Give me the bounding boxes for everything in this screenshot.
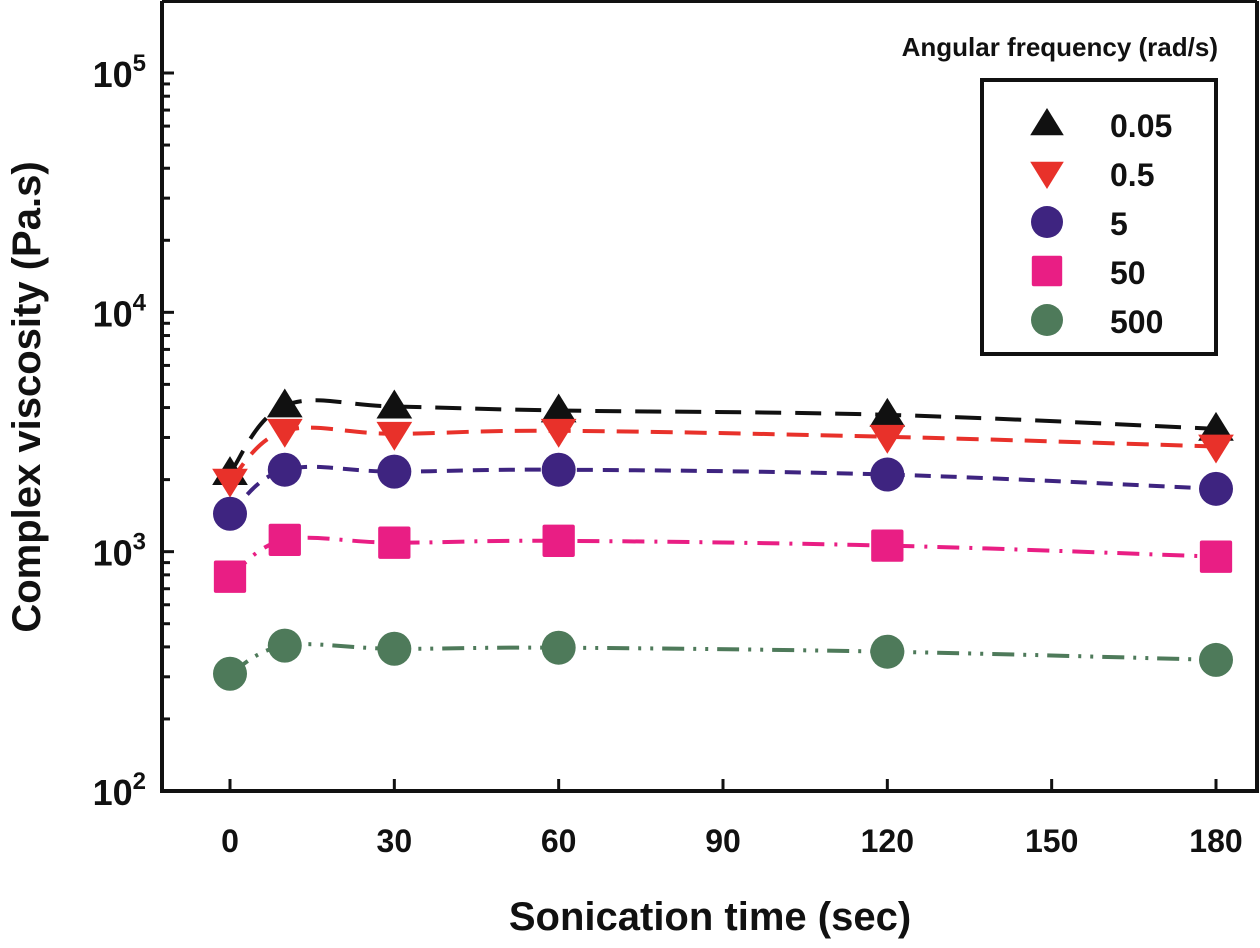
y-tick-label: 103 [93, 529, 146, 574]
data-point [1199, 642, 1233, 677]
legend-label: 0.5 [1110, 157, 1154, 193]
data-point [377, 631, 412, 666]
data-point [268, 523, 301, 557]
data-point [1198, 434, 1234, 464]
data-point [1198, 411, 1234, 441]
x-tick-label: 60 [541, 823, 577, 859]
legend-label: 0.05 [1110, 108, 1172, 144]
data-point [212, 468, 248, 498]
legend-marker [1031, 206, 1063, 238]
legend-label: 500 [1110, 304, 1163, 340]
x-tick-label: 30 [377, 823, 413, 859]
series-layer [212, 388, 1234, 691]
data-point [376, 389, 413, 419]
data-point [540, 393, 577, 423]
x-tick-label: 150 [1025, 823, 1078, 859]
data-point [871, 529, 904, 562]
legend: Angular frequency (rad/s) 0.05 0.5 5 50 500 [902, 32, 1218, 356]
y-axis-label: Complex viscosity (Pa.s) [5, 161, 49, 632]
series-500 [213, 628, 1233, 691]
legend-label: 5 [1110, 206, 1128, 242]
x-tick-label: 90 [705, 823, 741, 859]
data-point [870, 457, 905, 492]
data-point [377, 454, 412, 489]
data-point [541, 452, 576, 487]
series-line [228, 398, 1217, 475]
x-tick-label: 0 [221, 823, 239, 859]
series-0_05 [212, 388, 1234, 485]
data-point [267, 452, 302, 487]
data-point [213, 496, 247, 531]
data-point [869, 424, 906, 454]
y-tick-label: 104 [93, 289, 147, 334]
legend-marker [1031, 255, 1063, 287]
legend-box [980, 78, 1218, 356]
y-tick-label: 102 [93, 768, 146, 813]
data-point [266, 418, 303, 448]
data-point [869, 397, 906, 427]
axis-frame [160, 1, 1259, 793]
data-point [542, 524, 575, 557]
series-50 [213, 523, 1233, 593]
axis-labels: Sonication time (sec) Complex viscosity … [5, 161, 911, 939]
series-5 [213, 452, 1233, 531]
x-axis-label: Sonication time (sec) [509, 895, 911, 939]
x-tick-label: 180 [1189, 823, 1242, 859]
series-0_5 [212, 418, 1234, 498]
data-point [1199, 471, 1233, 506]
data-point [1199, 540, 1233, 573]
data-point [213, 656, 247, 691]
y-tick-label: 105 [93, 50, 146, 95]
legend-marker [1031, 304, 1063, 336]
data-point [541, 630, 576, 665]
data-point [266, 388, 303, 418]
x-tick-label: 120 [861, 823, 914, 859]
data-point [213, 560, 247, 593]
series-line [228, 535, 1217, 579]
data-point [540, 418, 577, 448]
legend-marker [1030, 108, 1064, 136]
plot-frame [160, 0, 1259, 793]
data-point [267, 628, 302, 663]
data-point [870, 634, 905, 669]
legend-title: Angular frequency (rad/s) [902, 32, 1218, 62]
legend-marker [1030, 161, 1064, 189]
data-point [378, 526, 411, 559]
legend-label: 50 [1110, 255, 1146, 291]
axis-ticks: 0 30 60 90 120 150 180 102 103 104 105 [93, 50, 1243, 859]
data-point [376, 421, 413, 451]
